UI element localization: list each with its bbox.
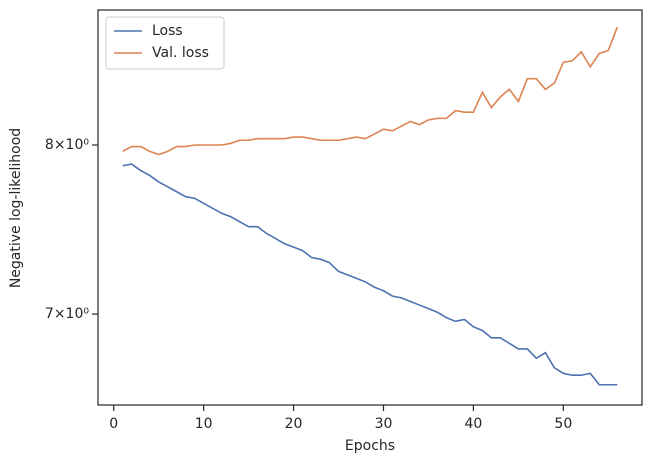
line [122, 26, 619, 156]
y-tick-label: 8×10⁰ [45, 137, 89, 153]
x-tick-label: 40 [464, 416, 482, 432]
x-tick-label: 10 [195, 416, 213, 432]
y-axis-label: Negative log-likelihood [8, 128, 24, 288]
legend-label: Val. loss [152, 45, 209, 61]
plot-frame [97, 9, 643, 406]
line [122, 163, 618, 386]
x-tick-label: 20 [285, 416, 303, 432]
x-tick-label: 50 [554, 416, 572, 432]
x-tick-label: 30 [375, 416, 393, 432]
legend-label: Loss [152, 23, 183, 39]
x-axis-label: Epochs [345, 438, 395, 454]
x-tick-label: 0 [109, 416, 118, 432]
legend-box [105, 16, 225, 70]
y-tick-label: 7×10⁰ [45, 306, 89, 322]
